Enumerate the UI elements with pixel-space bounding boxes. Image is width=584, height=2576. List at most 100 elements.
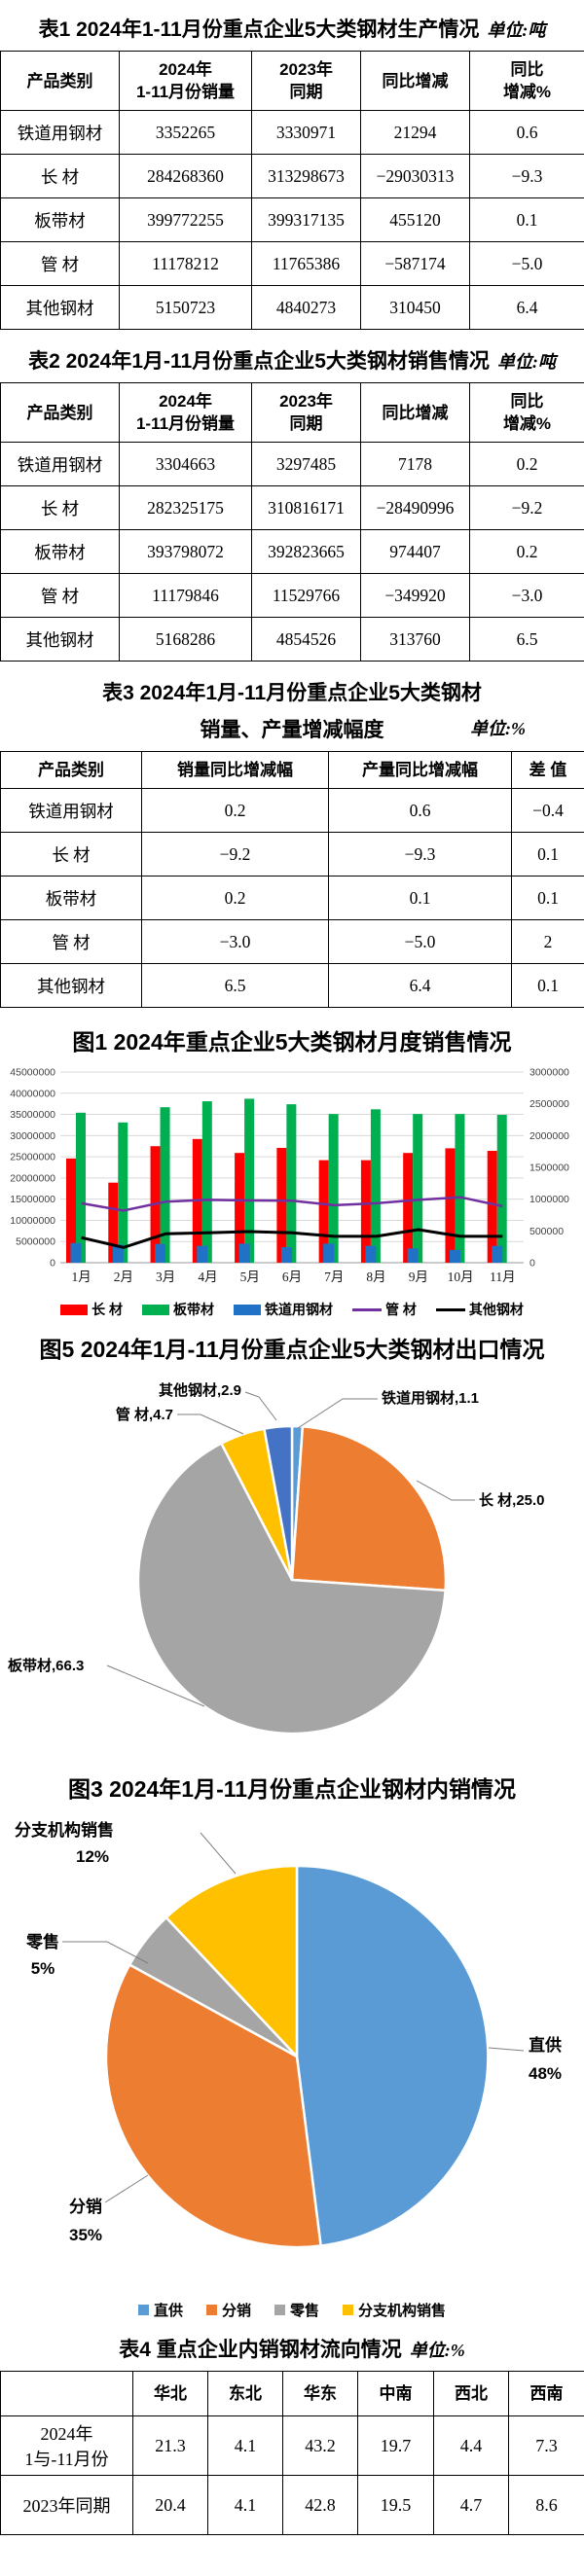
table2-unit: 单位:吨 <box>496 352 556 372</box>
row-label: 2023年同期 <box>0 2475 133 2535</box>
column-header: 同比 增减% <box>469 382 584 443</box>
table1-title-text: 表1 2024年1-11月份重点企业5大类钢材生产情况 <box>38 18 480 41</box>
cell-value: 3304663 <box>119 442 252 486</box>
table-row: 长 材 −9.2 −9.3 0.1 <box>0 832 584 877</box>
domestic-sales-pie-legend: 直供 分销 零售 分支机构销售 <box>0 2300 584 2320</box>
cell-value: 3330971 <box>251 110 361 155</box>
column-header: 2024年 1-11月份销量 <box>119 51 252 111</box>
cell-value: 0.2 <box>469 442 584 486</box>
legend-bar-swatch <box>60 1304 89 1315</box>
cell-value: 313760 <box>360 617 470 662</box>
row-label: 管 材 <box>0 241 120 286</box>
cell-value: 19.7 <box>357 2415 434 2476</box>
legend-color-swatch <box>137 2305 149 2315</box>
table3-title-line1: 表3 2024年1月-11月份重点企业5大类钢材 <box>102 682 482 704</box>
table2-title: 表2 2024年1月-11月份重点企业5大类钢材销售情况 单位:吨 <box>0 345 584 375</box>
legend-label: 板带材 <box>173 1302 214 1317</box>
column-header: 中南 <box>357 2371 434 2416</box>
legend-item: 分支机构销售 <box>343 2300 446 2320</box>
svg-text:9月: 9月 <box>409 1270 428 1284</box>
cell-value: −5.0 <box>328 919 512 964</box>
table-row: 板带材 399772255 399317135 455120 0.1 <box>0 197 584 242</box>
sales-table: 产品类别 2024年 1-11月份销量 2023年 同期 同比增减 同比 增减% 铁道用钢… <box>0 382 584 662</box>
cell-value: −9.3 <box>469 154 584 198</box>
table-row: 管 材 11179846 11529766 −349920 −3.0 <box>0 573 584 618</box>
pie-slice-板带材 <box>136 1442 447 1735</box>
table4-unit: 单位:% <box>409 2341 465 2360</box>
pie-label: 长 材,25.0 <box>479 1491 545 1509</box>
cell-value: 5168286 <box>119 617 252 662</box>
column-header: 东北 <box>207 2371 283 2416</box>
cell-value: 0.1 <box>511 876 584 920</box>
table-row: 2024年 1与-11月份 21.3 4.1 43.2 19.7 4.4 7.3 <box>0 2415 584 2476</box>
cell-value: 8.6 <box>508 2475 584 2535</box>
cell-value: 11178212 <box>119 241 252 286</box>
legend-item: 其他钢材 <box>435 1300 524 1319</box>
table-row: 长 材 282325175 310816171 −28490996 −9.2 <box>0 485 584 530</box>
svg-text:1月: 1月 <box>72 1270 91 1284</box>
legend-bar-swatch <box>142 1304 169 1315</box>
cell-value: 310450 <box>360 285 470 330</box>
cell-value: −0.4 <box>511 788 584 833</box>
cell-value: 399317135 <box>251 197 361 242</box>
legend-label: 分销 <box>221 2303 251 2319</box>
table-row: 铁道用钢材 0.2 0.6 −0.4 <box>0 788 584 833</box>
pie-label: 铁道用钢材,1.1 <box>382 1389 479 1407</box>
column-header: 西北 <box>433 2371 509 2416</box>
legend-item: 零售 <box>274 2300 319 2320</box>
table3-title-line2-text: 销量、产量增减幅度 <box>200 719 384 741</box>
pie-label: 分销 <box>69 2197 102 2216</box>
header-row: 产品类别 2024年 1-11月份销量 2023年 同期 同比增减 同比 增减% <box>0 51 584 111</box>
column-header: 同比 增减% <box>469 51 584 111</box>
cell-value: 3352265 <box>119 110 252 155</box>
cell-value: 313298673 <box>251 154 361 198</box>
cell-value: −3.0 <box>141 919 329 964</box>
table-row: 其他钢材 5150723 4840273 310450 6.4 <box>0 285 584 330</box>
row-label: 板带材 <box>0 529 120 574</box>
cell-value: 4854526 <box>251 617 361 662</box>
svg-text:10000000: 10000000 <box>10 1215 55 1227</box>
cell-value: 6.4 <box>328 963 512 1008</box>
legend-label: 直供 <box>153 2303 183 2319</box>
table-row: 管 材 −3.0 −5.0 2 <box>0 919 584 964</box>
cell-value: 7178 <box>360 442 470 486</box>
svg-text:15000000: 15000000 <box>10 1194 55 1205</box>
table3-title-line2: 销量、产量增减幅度 单位:% <box>0 714 584 743</box>
svg-text:5月: 5月 <box>240 1270 260 1284</box>
growth-rate-table: 产品类别 销量同比增减幅 产量同比增减幅差 值铁道用钢材 0.2 0.6 −0.4 长 材 −… <box>0 751 584 1008</box>
svg-text:11月: 11月 <box>490 1270 516 1284</box>
table-row: 其他钢材 6.5 6.4 0.1 <box>0 963 584 1008</box>
pie-export-title: 图5 2024年1月-11月份重点企业5大类钢材出口情况 <box>39 1337 545 1362</box>
svg-text:8月: 8月 <box>366 1270 385 1284</box>
cell-value: −28490996 <box>360 485 470 530</box>
svg-text:45000000: 45000000 <box>10 1067 55 1079</box>
svg-text:30000000: 30000000 <box>10 1130 55 1142</box>
svg-text:2500000: 2500000 <box>529 1098 569 1110</box>
column-header: 产品类别 <box>0 51 120 111</box>
monthly-sales-combo-chart: 0500000010000000150000002000000025000000… <box>10 1067 569 1285</box>
legend-color-swatch <box>274 2305 285 2315</box>
cell-value: −349920 <box>360 573 470 618</box>
pie-label: 管 材,4.7 <box>116 1406 173 1423</box>
cell-value: 455120 <box>360 197 470 242</box>
row-label: 铁道用钢材 <box>0 788 142 833</box>
cell-value: −29030313 <box>360 154 470 198</box>
cell-value: 4.7 <box>433 2475 509 2535</box>
cell-value: 0.2 <box>141 876 329 920</box>
pie-label: 35% <box>69 2226 102 2244</box>
svg-text:2月: 2月 <box>114 1270 133 1284</box>
svg-text:25000000: 25000000 <box>10 1152 55 1163</box>
cell-value: 974407 <box>360 529 470 574</box>
cell-value: 0.1 <box>328 876 512 920</box>
monthly-sales-chart-legend: 长 材 板带材 铁道用钢材 管 材 其他钢材 <box>0 1300 584 1319</box>
legend-item: 板带材 <box>142 1300 214 1319</box>
legend-item: 分销 <box>205 2300 251 2320</box>
row-label: 长 材 <box>0 832 142 877</box>
cell-value: 0.1 <box>511 963 584 1008</box>
row-label: 长 材 <box>0 485 120 530</box>
svg-text:7月: 7月 <box>324 1270 344 1284</box>
production-table: 产品类别 2024年 1-11月份销量 2023年 同期 同比增减 同比 增减% 铁道用钢… <box>0 51 584 330</box>
cell-value: 4.4 <box>433 2415 509 2476</box>
cell-value: 20.4 <box>132 2475 208 2535</box>
cell-value: 0.2 <box>141 788 329 833</box>
